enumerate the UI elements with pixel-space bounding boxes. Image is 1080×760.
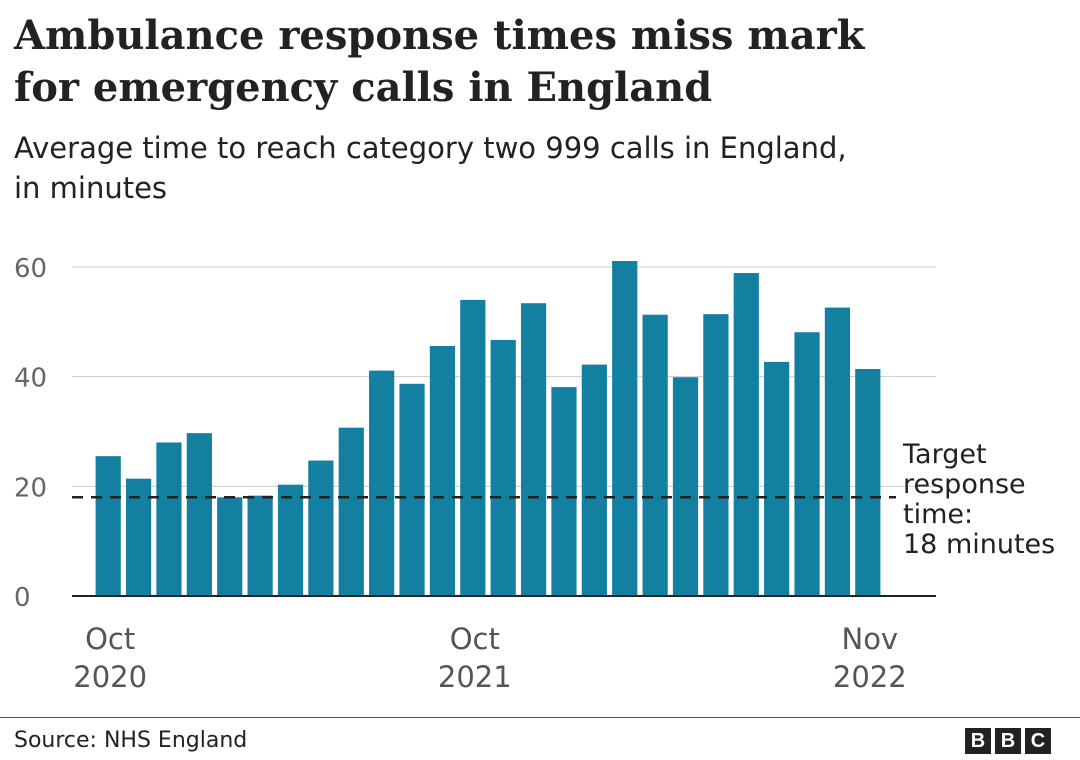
bar	[338, 427, 364, 596]
chart-subtitle-line-2: in minutes	[14, 171, 168, 205]
bar	[642, 314, 668, 596]
target-reference-label: time:	[903, 499, 973, 530]
bar	[764, 361, 790, 596]
bar	[794, 332, 820, 596]
bar	[520, 303, 547, 596]
bar	[399, 383, 425, 596]
source-note: Source: NHS England	[14, 728, 248, 753]
bbc-logo-block-2: B	[995, 728, 1021, 754]
chart-title: Ambulance response times miss mark for e…	[14, 10, 1014, 114]
x-tick-label: 2020	[73, 660, 147, 694]
y-tick-label: 0	[14, 583, 31, 613]
chart-subtitle-line-1: Average time to reach category two 999 c…	[14, 131, 847, 165]
y-tick-label: 20	[14, 473, 47, 503]
x-tick-label: Oct	[450, 622, 500, 656]
bar	[490, 339, 516, 596]
bar	[703, 314, 729, 596]
target-reference-label: 18 minutes	[903, 529, 1055, 560]
bar	[186, 433, 212, 596]
footer-divider	[0, 717, 1080, 718]
y-tick-label: 60	[14, 254, 47, 284]
x-tick-label: 2021	[438, 660, 512, 694]
bar	[247, 495, 273, 596]
bar	[460, 299, 486, 596]
bar	[612, 260, 638, 596]
bar-chart: 0 20 40 60 Oct 2020 Oct 2021 Nov 2022 Targetrespon…	[14, 254, 1055, 694]
bbc-logo-block-3: C	[1025, 728, 1051, 754]
target-reference-label: Target	[902, 439, 987, 470]
bar	[855, 368, 881, 596]
bar	[672, 377, 699, 596]
bar	[369, 370, 395, 596]
bar	[156, 442, 182, 596]
bbc-logo-block-1: B	[965, 728, 991, 754]
bar	[581, 364, 607, 596]
bar	[217, 497, 243, 596]
bar	[733, 273, 759, 596]
chart-title-line-2: for emergency calls in England	[14, 64, 713, 111]
bbc-logo: B B C	[965, 728, 1051, 754]
bar	[551, 387, 577, 596]
target-reference-label: response	[903, 469, 1026, 500]
chart-subtitle: Average time to reach category two 999 c…	[14, 128, 1054, 208]
bar	[308, 460, 334, 596]
x-tick-label: 2022	[833, 660, 907, 694]
bar	[429, 345, 456, 596]
bar	[277, 484, 304, 596]
bar	[824, 307, 851, 596]
x-tick-label: Oct	[85, 622, 135, 656]
bar	[95, 456, 121, 596]
chart-title-line-1: Ambulance response times miss mark	[14, 12, 865, 59]
y-tick-label: 40	[14, 364, 47, 394]
x-tick-label: Nov	[842, 622, 899, 656]
